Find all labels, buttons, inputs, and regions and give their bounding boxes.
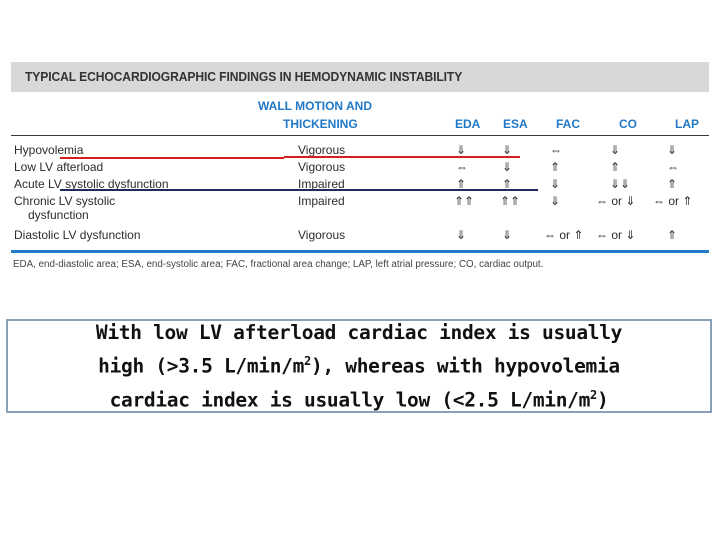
row-wall-motion: Vigorous	[298, 143, 346, 157]
row-label: Low LV afterload	[14, 160, 104, 174]
row-co: ⇓	[610, 143, 621, 157]
callout-box: With low LV afterload cardiac index is u…	[6, 319, 712, 413]
row-eda: ⇓	[456, 143, 467, 157]
row-esa: ⇓	[502, 228, 513, 242]
row-fac: ⇔	[550, 143, 562, 157]
row-label: Hypovolemia	[14, 143, 84, 157]
callout-line3-post: )	[596, 388, 609, 411]
highlight-line-red-left	[60, 157, 284, 159]
row-co: ⇔ or ⇓	[596, 228, 636, 242]
callout-line2-post: ), whereas with hypovolemia	[310, 354, 620, 378]
row-fac: ⇓	[550, 194, 561, 208]
row-eda: ⇑⇑	[454, 194, 475, 208]
row-wall-motion: Vigorous	[298, 160, 346, 174]
callout-line1: With low LV afterload cardiac index is u…	[95, 321, 623, 344]
callout-line2-superscript: 2	[304, 354, 311, 368]
table-bottom-rule	[11, 250, 709, 253]
table-header-rule	[11, 135, 709, 136]
row-co: ⇑	[610, 160, 621, 174]
table-title-bar: TYPICAL ECHOCARDIOGRAPHIC FINDINGS IN HE…	[11, 62, 709, 92]
row-co: ⇓⇓	[610, 177, 631, 191]
row-label: Chronic LV systolic	[14, 194, 116, 208]
row-esa: ⇑⇑	[500, 194, 521, 208]
row-label: Acute LV systolic dysfunction	[14, 177, 169, 191]
row-lap: ⇑	[667, 177, 678, 191]
row-fac: ⇓	[550, 177, 561, 191]
row-co: ⇔ or ⇓	[596, 194, 636, 208]
table-row-chronic-lv-systolic: Chronic LV systolic dysfunction Impaired…	[0, 194, 720, 222]
row-esa: ⇓	[502, 143, 513, 157]
callout-line2-pre: high (>3.5 L/min/m	[98, 354, 305, 378]
highlight-line-red-right	[284, 156, 520, 158]
row-lap: ⇓	[667, 143, 678, 157]
header-fac: FAC	[556, 117, 580, 131]
table-row-diastolic-lv: Diastolic LV dysfunction Vigorous ⇓ ⇓ ⇔ …	[0, 228, 720, 246]
row-esa: ⇑	[502, 177, 513, 191]
row-lap: ⇔ or ⇑	[653, 194, 693, 208]
row-wall-motion: Impaired	[298, 177, 345, 191]
header-lap: LAP	[675, 117, 699, 131]
table-row-hypovolemia: Hypovolemia Vigorous ⇓ ⇓ ⇔ ⇓ ⇓	[0, 143, 720, 161]
header-wall-motion-line2: THICKENING	[283, 117, 358, 131]
table-row-acute-lv-systolic: Acute LV systolic dysfunction Impaired ⇑…	[0, 177, 720, 195]
row-eda: ⇑	[456, 177, 467, 191]
row-lap: ⇑	[667, 228, 678, 242]
header-esa: ESA	[503, 117, 528, 131]
table-row-low-lv-afterload: Low LV afterload Vigorous ⇔ ⇓ ⇑ ⇑ ⇔	[0, 160, 720, 178]
header-eda: EDA	[455, 117, 481, 131]
row-label: Diastolic LV dysfunction	[14, 228, 141, 242]
row-fac: ⇑	[550, 160, 561, 174]
callout-line3-superscript: 2	[590, 387, 597, 402]
highlight-line-navy	[60, 189, 538, 191]
row-eda: ⇓	[456, 228, 467, 242]
header-wall-motion-line1: WALL MOTION AND	[258, 99, 372, 113]
row-wall-motion: Vigorous	[298, 228, 346, 242]
row-eda: ⇔	[456, 160, 468, 174]
callout-text: With low LV afterload cardiac index is u…	[95, 318, 623, 414]
header-co: CO	[619, 117, 637, 131]
row-wall-motion: Impaired	[298, 194, 345, 208]
row-label-continued: dysfunction	[28, 208, 89, 222]
row-lap: ⇔	[667, 160, 679, 174]
table-footnote: EDA, end-diastolic area; ESA, end-systol…	[13, 259, 544, 270]
table-title: TYPICAL ECHOCARDIOGRAPHIC FINDINGS IN HE…	[25, 69, 463, 84]
row-fac: ⇔ or ⇑	[544, 228, 584, 242]
callout-line3-pre: cardiac index is usually low (<2.5 L/min…	[109, 388, 591, 411]
row-esa: ⇓	[502, 160, 513, 174]
